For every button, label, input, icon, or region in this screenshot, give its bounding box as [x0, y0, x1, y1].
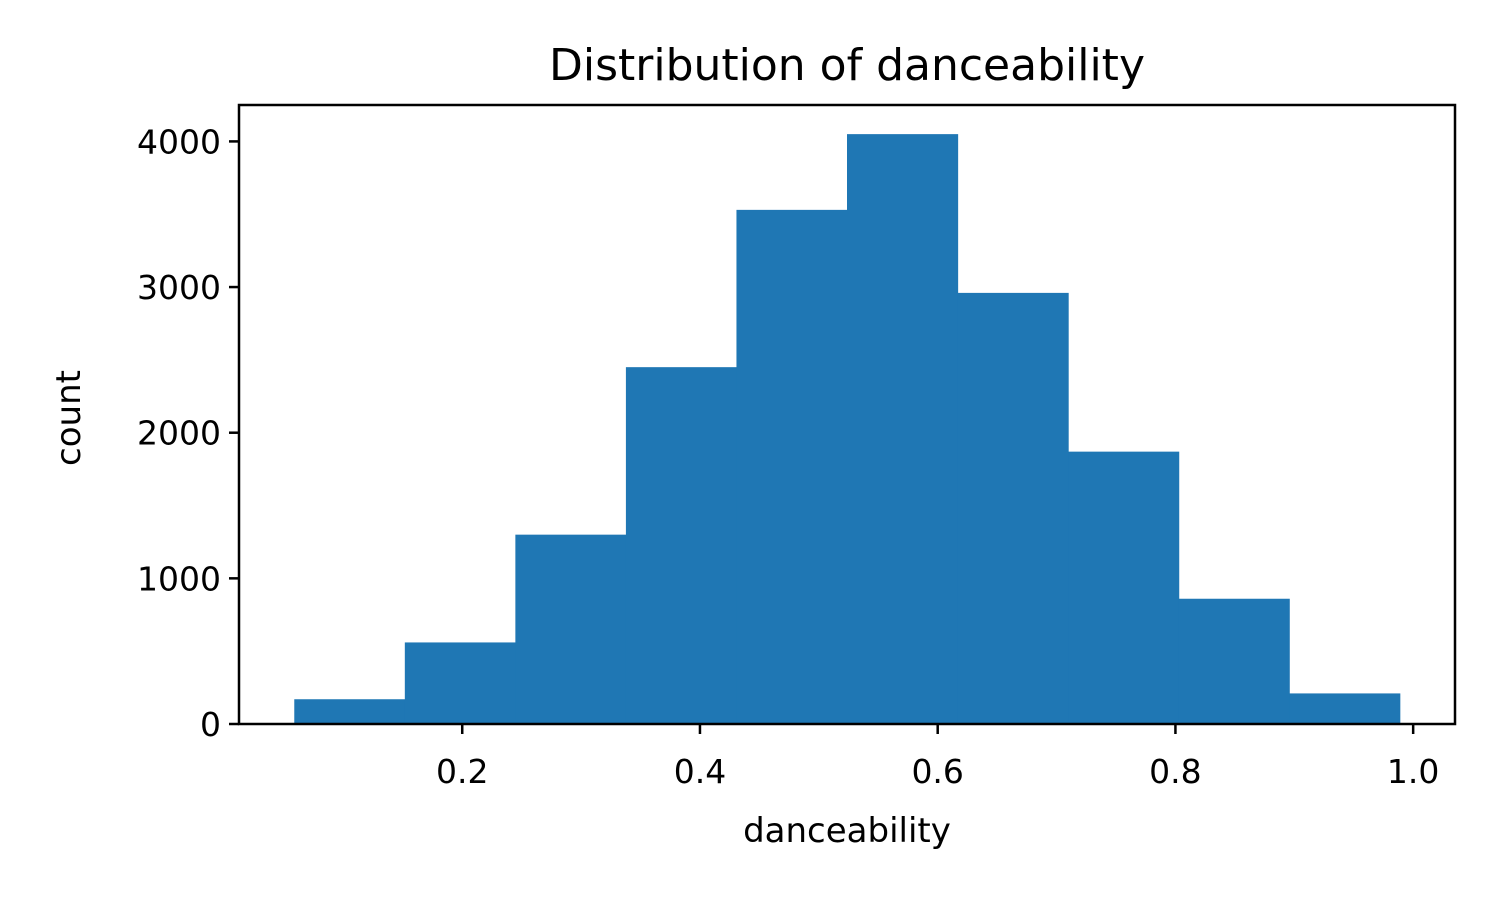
histogram-bar: [404, 642, 516, 724]
x-tick-label: 0.4: [674, 752, 726, 791]
histogram-bar: [515, 534, 627, 724]
histogram-bar: [736, 209, 848, 725]
x-tick-label: 0.8: [1149, 752, 1201, 791]
y-tick-label: 1000: [137, 559, 221, 598]
histogram-bar: [1289, 693, 1401, 724]
chart-title: Distribution of danceability: [549, 40, 1145, 91]
histogram-bar: [957, 292, 1069, 724]
x-axis-label: danceability: [743, 811, 951, 851]
histogram-bar: [847, 134, 959, 725]
x-tick-label: 0.6: [911, 752, 963, 791]
plot-frame: [237, 103, 1457, 726]
y-axis-ticks: 0 1000 2000 3000 4000: [137, 122, 239, 744]
y-tick-label: 3000: [137, 268, 221, 307]
y-axis-label: count: [49, 370, 89, 466]
histogram-bar: [294, 699, 406, 724]
histogram-bar: [625, 367, 738, 724]
x-tick-label: 0.2: [436, 752, 488, 791]
histogram-bar: [1068, 451, 1180, 724]
x-axis-ticks: 0.2 0.4 0.6 0.8 1.0: [436, 724, 1439, 791]
bars-group: [294, 134, 1401, 725]
y-tick-label: 2000: [137, 414, 221, 453]
y-tick-label: 4000: [137, 122, 221, 161]
histogram-bar: [1178, 598, 1290, 724]
y-tick-label: 0: [200, 705, 221, 744]
x-tick-label: 1.0: [1387, 752, 1439, 791]
